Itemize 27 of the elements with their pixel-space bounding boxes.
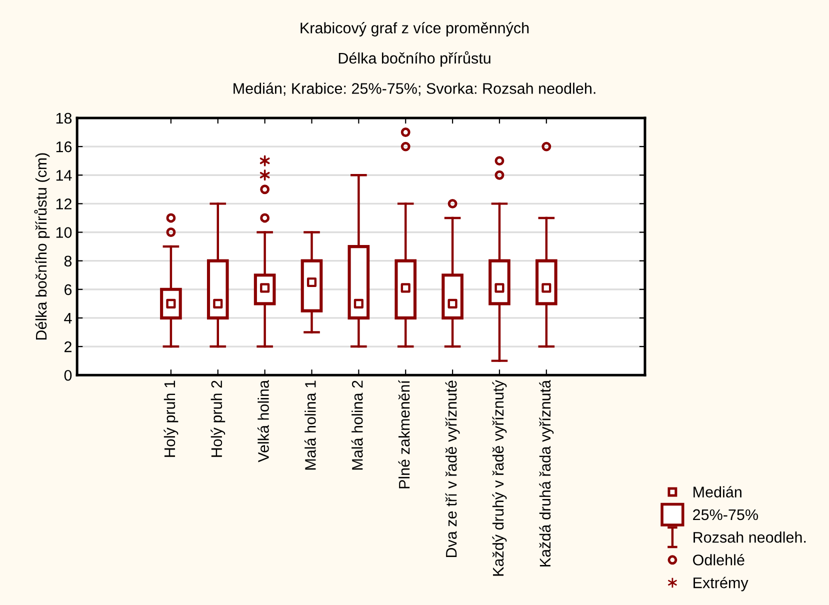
- y-tick-label: 4: [64, 312, 72, 324]
- y-tick-label: 0: [64, 370, 72, 381]
- y-axis-title: Délka bočního přírůstu (cm): [34, 153, 50, 340]
- text: Medián: [694, 486, 742, 498]
- text: Odlehlé: [693, 554, 744, 566]
- x-tick-label: Dva ze tří v řadě vyříznuté: [445, 380, 460, 557]
- y-tick-label: 12: [56, 198, 72, 210]
- y-tick-label: 16: [56, 141, 72, 152]
- text: Rozsah neodleh.: [694, 532, 806, 543]
- x-tick-label: Plné zakmenění: [398, 380, 410, 488]
- y-tick-label: 2: [64, 341, 72, 352]
- y-tick-label: 18: [56, 112, 72, 124]
- x-tick-label: Velká holina: [258, 380, 269, 462]
- y-tick-label: 10: [56, 227, 72, 238]
- x-tick-label: Malá holina 2: [351, 380, 363, 470]
- x-tick-label: Malá holina 1: [304, 380, 316, 470]
- x-tick-label: Každý druhý v řadě vyříznutý: [492, 380, 507, 576]
- y-tick-label: 6: [64, 284, 72, 296]
- x-tick-label: Holý pruh 2: [210, 380, 226, 457]
- x-tick-label: Holý pruh 1: [164, 380, 178, 457]
- legend-label: Extrémy: [694, 576, 748, 592]
- chart-subtitle: Délka bočního přírůstu Medián; Krabice: 25%-75%; Svorka: Rozsah neodleh.: [234, 51, 596, 96]
- chart-title: Krabicový graf z více proměnných: [300, 22, 529, 36]
- y-tick-label: 8: [64, 256, 72, 267]
- x-tick-label: Každá druhá řada vyříznutá: [539, 380, 554, 566]
- text: 25%-75%: [693, 509, 758, 520]
- y-tick-label: 14: [56, 170, 72, 181]
